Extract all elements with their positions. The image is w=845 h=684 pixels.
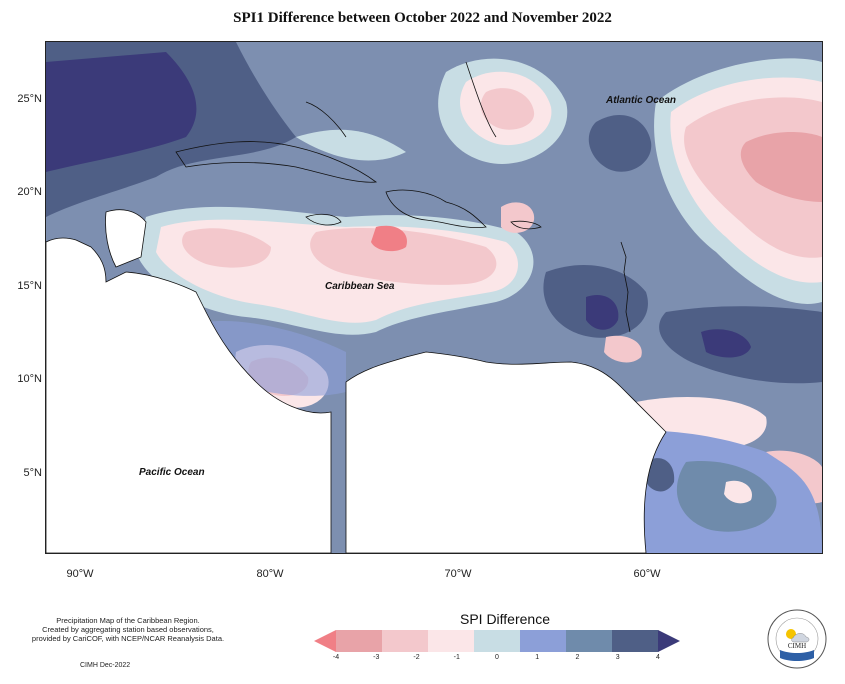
map-title: SPI1 Difference between October 2022 and… [233,10,612,26]
legend-tick-label: -1 [453,654,460,661]
pacific-ocean-label: Pacific Ocean [139,467,205,478]
legend-tick-label: 0 [495,654,499,661]
latitude-label-5n: 5°N [23,467,42,479]
atlantic-ocean-label: Atlantic Ocean [606,95,677,106]
longitude-label-60w: 60°W [633,568,661,580]
legend-arrow-left [314,630,336,652]
latitude-label-15n: 15°N [17,280,42,292]
legend-tick-label: -3 [373,654,380,661]
latitude-label-25n: 25°N [17,93,42,105]
longitude-label-70w: 70°W [444,568,472,580]
spi-field [46,42,822,553]
legend-title: SPI Difference [459,611,550,627]
legend-cell [474,630,521,652]
cimh-logo: CIMH [767,609,827,669]
legend-cell [612,630,659,652]
caribbean-sea-label: Caribbean Sea [325,281,395,292]
latitude-label-20n: 20°N [17,186,42,198]
legend-cell [566,630,613,652]
legend-tick-label: 2 [575,654,580,661]
legend-tick-label: 4 [656,654,660,661]
footer-note: Precipitation Map of the Caribbean Regio… [8,616,248,643]
credit-text: CIMH Dec-2022 [80,662,131,669]
footer-line-1: Precipitation Map of the Caribbean Regio… [56,616,200,625]
legend-cell [382,630,429,652]
map-panel [45,41,823,554]
longitude-label-90w: 90°W [66,568,94,580]
logo-text: CIMH [788,642,806,650]
footer-line-3: provided by CariCOF, with NCEP/NCAR Rean… [31,634,225,643]
legend-cell [520,630,567,652]
legend-arrow-right [658,630,680,652]
latitude-label-10n: 10°N [17,373,42,385]
legend-cell [428,630,475,652]
legend-ticks: -4 -3 -2 -1 0 1 2 3 4 [314,654,680,666]
legend-cell [336,630,383,652]
longitude-label-80w: 80°W [256,568,284,580]
legend-colorbar [314,630,680,652]
legend-tick-label: -2 [413,654,420,661]
legend-tick-label: 1 [535,654,540,661]
legend-tick-label: 3 [615,654,620,661]
footer-line-2: Created by aggregating station based obs… [42,625,214,634]
legend-tick-label: -4 [332,654,340,661]
